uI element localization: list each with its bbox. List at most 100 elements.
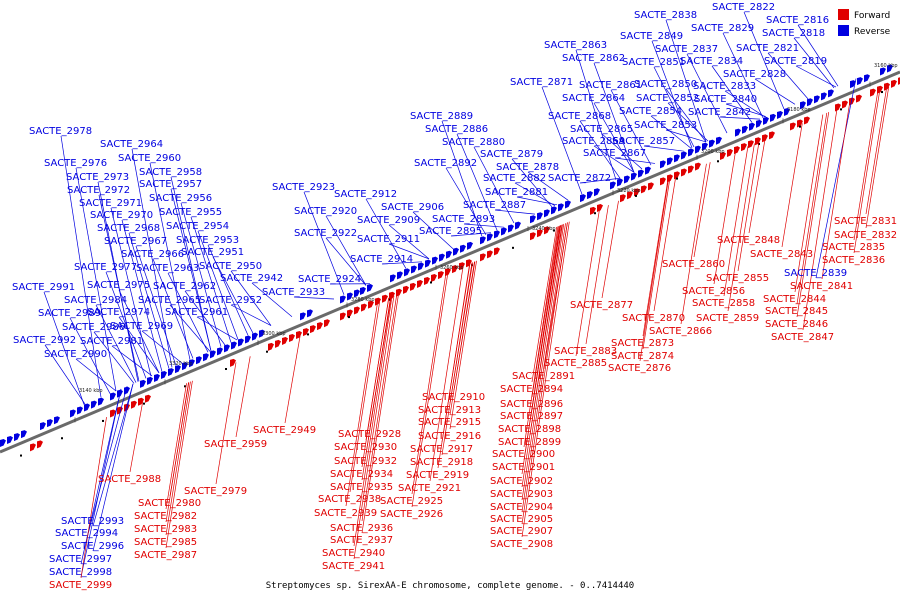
reverse-gene-feature[interactable] bbox=[777, 110, 783, 119]
reverse-gene-label[interactable]: SACTE_2834 bbox=[680, 56, 743, 67]
forward-gene-label[interactable]: SACTE_2903 bbox=[490, 489, 553, 500]
forward-gene-feature[interactable] bbox=[289, 333, 295, 342]
reverse-gene-feature[interactable] bbox=[196, 356, 202, 365]
forward-gene-label[interactable]: SACTE_2855 bbox=[706, 273, 769, 284]
reverse-gene-feature[interactable] bbox=[70, 409, 76, 418]
reverse-gene-feature[interactable] bbox=[168, 368, 174, 377]
reverse-gene-label[interactable]: SACTE_2972 bbox=[67, 185, 130, 196]
reverse-gene-feature[interactable] bbox=[47, 419, 53, 428]
reverse-gene-label[interactable]: SACTE_2997 bbox=[49, 554, 112, 565]
reverse-gene-feature[interactable] bbox=[147, 376, 153, 385]
forward-gene-feature[interactable] bbox=[445, 268, 451, 277]
forward-gene-label[interactable]: SACTE_2832 bbox=[834, 230, 897, 241]
forward-gene-feature[interactable] bbox=[620, 194, 626, 203]
forward-gene-feature[interactable] bbox=[340, 312, 346, 321]
reverse-gene-feature[interactable] bbox=[54, 416, 60, 425]
reverse-gene-label[interactable]: SACTE_2956 bbox=[149, 193, 212, 204]
reverse-gene-feature[interactable] bbox=[716, 136, 722, 145]
forward-gene-label[interactable]: SACTE_2846 bbox=[765, 319, 828, 330]
reverse-gene-feature[interactable] bbox=[480, 236, 486, 245]
forward-gene-label[interactable]: SACTE_2959 bbox=[204, 439, 267, 450]
reverse-gene-feature[interactable] bbox=[340, 295, 346, 304]
forward-gene-label[interactable]: SACTE_2835 bbox=[822, 242, 885, 253]
reverse-gene-feature[interactable] bbox=[537, 212, 543, 221]
forward-gene-label[interactable]: SACTE_2831 bbox=[834, 216, 897, 227]
reverse-gene-label[interactable]: SACTE_2992 bbox=[13, 335, 76, 346]
reverse-gene-feature[interactable] bbox=[110, 392, 116, 401]
forward-gene-feature[interactable] bbox=[282, 336, 288, 345]
forward-gene-label[interactable]: SACTE_2908 bbox=[490, 539, 553, 550]
forward-gene-label[interactable]: SACTE_2901 bbox=[492, 462, 555, 473]
forward-gene-feature[interactable] bbox=[762, 134, 768, 143]
reverse-gene-feature[interactable] bbox=[784, 107, 790, 116]
forward-gene-label[interactable]: SACTE_2902 bbox=[490, 476, 553, 487]
reverse-gene-feature[interactable] bbox=[501, 227, 507, 236]
reverse-gene-feature[interactable] bbox=[0, 439, 6, 447]
reverse-gene-label[interactable]: SACTE_2882 bbox=[483, 173, 546, 184]
forward-gene-feature[interactable] bbox=[431, 274, 437, 283]
reverse-gene-label[interactable]: SACTE_2973 bbox=[66, 172, 129, 183]
forward-gene-feature[interactable] bbox=[769, 131, 775, 140]
reverse-gene-feature[interactable] bbox=[210, 350, 216, 359]
forward-gene-feature[interactable] bbox=[403, 285, 409, 294]
reverse-gene-feature[interactable] bbox=[565, 200, 571, 209]
forward-gene-label[interactable]: SACTE_2915 bbox=[418, 417, 481, 428]
reverse-gene-label[interactable]: SACTE_2996 bbox=[61, 541, 124, 552]
reverse-gene-feature[interactable] bbox=[688, 148, 694, 157]
reverse-gene-label[interactable]: SACTE_2912 bbox=[334, 189, 397, 200]
forward-gene-feature[interactable] bbox=[842, 100, 848, 109]
forward-gene-feature[interactable] bbox=[452, 265, 458, 274]
forward-gene-label[interactable]: SACTE_2940 bbox=[322, 548, 385, 559]
reverse-gene-label[interactable]: SACTE_2889 bbox=[410, 111, 473, 122]
reverse-gene-label[interactable]: SACTE_2969 bbox=[110, 321, 173, 332]
forward-gene-label[interactable]: SACTE_2858 bbox=[692, 298, 755, 309]
reverse-gene-feature[interactable] bbox=[864, 74, 870, 83]
forward-gene-feature[interactable] bbox=[688, 165, 694, 174]
reverse-gene-label[interactable]: SACTE_2964 bbox=[100, 139, 163, 150]
reverse-gene-label[interactable]: SACTE_2951 bbox=[181, 247, 244, 258]
reverse-gene-feature[interactable] bbox=[439, 253, 445, 262]
forward-gene-label[interactable]: SACTE_2873 bbox=[611, 338, 674, 349]
reverse-gene-feature[interactable] bbox=[667, 157, 673, 166]
forward-gene-label[interactable]: SACTE_2934 bbox=[330, 469, 393, 480]
forward-gene-feature[interactable] bbox=[641, 185, 647, 194]
reverse-gene-label[interactable]: SACTE_2872 bbox=[548, 173, 611, 184]
forward-gene-label[interactable]: SACTE_2848 bbox=[717, 235, 780, 246]
reverse-gene-feature[interactable] bbox=[551, 206, 557, 215]
forward-gene-label[interactable]: SACTE_2899 bbox=[498, 437, 561, 448]
forward-gene-label[interactable]: SACTE_2866 bbox=[649, 326, 712, 337]
reverse-gene-label[interactable]: SACTE_2868 bbox=[548, 111, 611, 122]
forward-gene-label[interactable]: SACTE_2897 bbox=[500, 411, 563, 422]
reverse-gene-feature[interactable] bbox=[7, 436, 13, 445]
reverse-gene-feature[interactable] bbox=[580, 194, 586, 203]
reverse-gene-label[interactable]: SACTE_2853 bbox=[634, 120, 697, 131]
reverse-gene-label[interactable]: SACTE_2854 bbox=[619, 106, 682, 117]
reverse-gene-feature[interactable] bbox=[175, 365, 181, 374]
forward-gene-feature[interactable] bbox=[891, 79, 897, 88]
reverse-gene-label[interactable]: SACTE_2923 bbox=[272, 182, 335, 193]
reverse-gene-label[interactable]: SACTE_2914 bbox=[350, 254, 413, 265]
reverse-gene-label[interactable]: SACTE_2942 bbox=[220, 273, 283, 284]
forward-gene-label[interactable]: SACTE_2932 bbox=[334, 456, 397, 467]
forward-gene-label[interactable]: SACTE_2836 bbox=[822, 255, 885, 266]
reverse-gene-label[interactable]: SACTE_2821 bbox=[736, 43, 799, 54]
reverse-gene-feature[interactable] bbox=[558, 203, 564, 212]
reverse-gene-label[interactable]: SACTE_2963 bbox=[136, 263, 199, 274]
reverse-gene-feature[interactable] bbox=[880, 67, 886, 76]
reverse-gene-feature[interactable] bbox=[857, 77, 863, 86]
forward-gene-feature[interactable] bbox=[424, 276, 430, 285]
forward-gene-feature[interactable] bbox=[734, 146, 740, 155]
reverse-gene-label[interactable]: SACTE_2955 bbox=[159, 207, 222, 218]
forward-gene-feature[interactable] bbox=[720, 152, 726, 161]
reverse-gene-label[interactable]: SACTE_2878 bbox=[496, 162, 559, 173]
reverse-gene-feature[interactable] bbox=[467, 241, 473, 250]
forward-gene-feature[interactable] bbox=[317, 322, 323, 331]
forward-gene-feature[interactable] bbox=[884, 82, 890, 91]
forward-gene-feature[interactable] bbox=[681, 168, 687, 177]
forward-gene-label[interactable]: SACTE_2898 bbox=[498, 424, 561, 435]
forward-gene-label[interactable]: SACTE_2913 bbox=[418, 405, 481, 416]
forward-gene-label[interactable]: SACTE_2999 bbox=[49, 580, 112, 591]
forward-gene-label[interactable]: SACTE_2876 bbox=[608, 363, 671, 374]
reverse-gene-feature[interactable] bbox=[587, 191, 593, 200]
reverse-gene-feature[interactable] bbox=[460, 244, 466, 253]
